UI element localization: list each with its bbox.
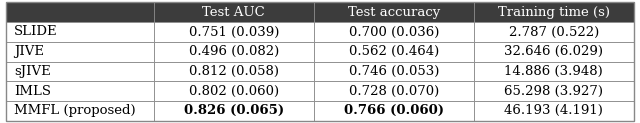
Bar bbox=[474, 81, 634, 101]
Text: IMLS: IMLS bbox=[14, 85, 51, 98]
Bar bbox=[314, 42, 474, 62]
Text: sJIVE: sJIVE bbox=[14, 65, 51, 78]
Bar bbox=[6, 42, 154, 62]
Text: 0.746 (0.053): 0.746 (0.053) bbox=[349, 65, 439, 78]
Bar bbox=[6, 101, 154, 121]
Bar bbox=[314, 81, 474, 101]
Text: 2.787 (0.522): 2.787 (0.522) bbox=[509, 25, 599, 38]
Bar bbox=[314, 62, 474, 81]
Text: 0.700 (0.036): 0.700 (0.036) bbox=[349, 25, 439, 38]
Bar bbox=[6, 62, 154, 81]
Text: 0.562 (0.464): 0.562 (0.464) bbox=[349, 45, 439, 58]
Text: MMFL (proposed): MMFL (proposed) bbox=[14, 104, 136, 117]
Text: 0.766 (0.060): 0.766 (0.060) bbox=[344, 104, 444, 117]
Text: 0.496 (0.082): 0.496 (0.082) bbox=[189, 45, 279, 58]
Text: Test AUC: Test AUC bbox=[202, 6, 265, 19]
Text: 0.812 (0.058): 0.812 (0.058) bbox=[189, 65, 279, 78]
Text: SLIDE: SLIDE bbox=[14, 25, 58, 38]
Text: JIVE: JIVE bbox=[14, 45, 44, 58]
Bar bbox=[314, 2, 474, 22]
Bar bbox=[6, 81, 154, 101]
Bar bbox=[154, 2, 314, 22]
Bar bbox=[154, 42, 314, 62]
Text: 0.728 (0.070): 0.728 (0.070) bbox=[349, 85, 439, 98]
Bar bbox=[6, 2, 154, 22]
Bar bbox=[154, 22, 314, 42]
Bar bbox=[314, 101, 474, 121]
Text: 14.886 (3.948): 14.886 (3.948) bbox=[504, 65, 603, 78]
Bar bbox=[154, 101, 314, 121]
Bar bbox=[154, 62, 314, 81]
Bar bbox=[6, 22, 154, 42]
Text: 0.802 (0.060): 0.802 (0.060) bbox=[189, 85, 279, 98]
Text: 65.298 (3.927): 65.298 (3.927) bbox=[504, 85, 603, 98]
Text: Training time (s): Training time (s) bbox=[498, 6, 610, 19]
Bar bbox=[474, 62, 634, 81]
Text: Test accuracy: Test accuracy bbox=[348, 6, 440, 19]
Text: 32.646 (6.029): 32.646 (6.029) bbox=[504, 45, 603, 58]
Bar bbox=[474, 2, 634, 22]
Text: 0.751 (0.039): 0.751 (0.039) bbox=[189, 25, 279, 38]
Text: 0.826 (0.065): 0.826 (0.065) bbox=[184, 104, 284, 117]
Bar bbox=[474, 101, 634, 121]
Text: 46.193 (4.191): 46.193 (4.191) bbox=[504, 104, 603, 117]
Bar bbox=[474, 42, 634, 62]
Bar bbox=[314, 22, 474, 42]
Bar bbox=[154, 81, 314, 101]
Bar bbox=[474, 22, 634, 42]
